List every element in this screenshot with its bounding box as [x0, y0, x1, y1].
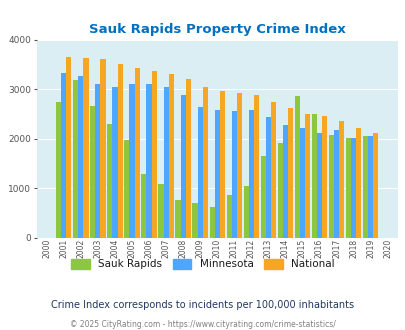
Bar — [192, 203, 197, 238]
Bar — [117, 64, 122, 238]
Bar — [270, 102, 275, 238]
Bar — [321, 116, 326, 238]
Bar — [362, 136, 367, 238]
Bar — [260, 156, 265, 238]
Bar — [214, 110, 219, 238]
Bar — [168, 74, 173, 238]
Bar — [134, 68, 139, 238]
Bar — [112, 87, 117, 238]
Bar — [163, 87, 168, 238]
Bar — [243, 186, 248, 238]
Bar — [311, 115, 316, 238]
Bar — [287, 108, 292, 238]
Bar — [277, 143, 282, 238]
Bar — [73, 81, 78, 238]
Bar — [56, 102, 61, 238]
Bar — [95, 84, 100, 238]
Bar — [355, 128, 360, 238]
Bar — [185, 79, 190, 238]
Bar — [90, 106, 95, 238]
Bar — [209, 207, 214, 238]
Bar — [294, 96, 299, 238]
Bar — [316, 133, 321, 238]
Bar — [219, 91, 224, 238]
Bar — [372, 133, 377, 238]
Bar — [180, 95, 185, 238]
Bar — [236, 92, 241, 238]
Bar — [66, 57, 71, 238]
Bar — [158, 183, 163, 238]
Bar — [248, 110, 253, 238]
Bar — [61, 73, 66, 238]
Bar — [124, 140, 129, 238]
Text: Crime Index corresponds to incidents per 100,000 inhabitants: Crime Index corresponds to incidents per… — [51, 300, 354, 310]
Bar — [129, 84, 134, 238]
Bar — [226, 194, 231, 238]
Bar — [151, 71, 156, 238]
Bar — [282, 125, 287, 238]
Bar — [338, 121, 343, 238]
Bar — [350, 138, 355, 238]
Bar — [345, 138, 350, 238]
Bar — [367, 136, 372, 238]
Bar — [141, 174, 146, 238]
Legend: Sauk Rapids, Minnesota, National: Sauk Rapids, Minnesota, National — [67, 255, 338, 274]
Bar — [78, 76, 83, 238]
Bar — [107, 124, 112, 238]
Bar — [304, 115, 309, 238]
Bar — [83, 58, 88, 238]
Bar — [231, 111, 236, 238]
Bar — [253, 95, 258, 238]
Bar — [100, 59, 105, 238]
Bar — [197, 107, 202, 238]
Bar — [175, 200, 180, 238]
Text: © 2025 CityRating.com - https://www.cityrating.com/crime-statistics/: © 2025 CityRating.com - https://www.city… — [70, 319, 335, 329]
Bar — [146, 84, 151, 238]
Bar — [202, 87, 207, 238]
Bar — [265, 117, 270, 238]
Bar — [328, 135, 333, 238]
Bar — [333, 130, 338, 238]
Bar — [299, 128, 304, 238]
Title: Sauk Rapids Property Crime Index: Sauk Rapids Property Crime Index — [89, 23, 345, 36]
